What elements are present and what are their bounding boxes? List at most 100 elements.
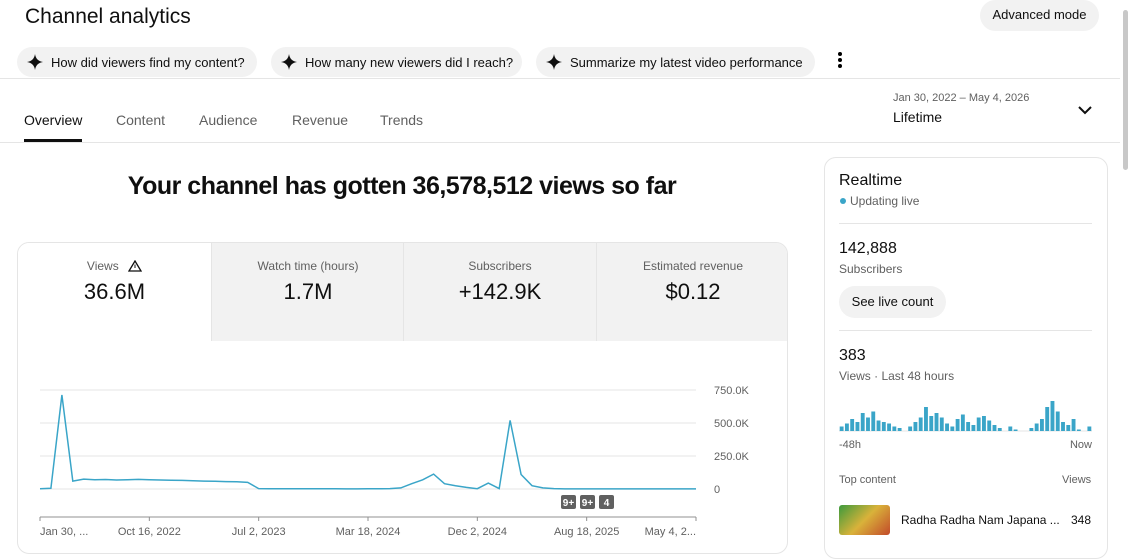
chevron[interactable] (1077, 104, 1093, 116)
bar (839, 426, 844, 431)
x-tick-label: Aug 18, 2025 (554, 526, 619, 538)
tab[interactable]: Overview (24, 112, 83, 128)
top-content-label: Top content (839, 474, 896, 486)
views-header: Views (1062, 474, 1092, 486)
notification-badge (580, 495, 595, 509)
bar (1013, 429, 1018, 431)
sparkle-icon (546, 54, 562, 70)
x-tick-label: May 4, 2... (645, 526, 696, 538)
bar (982, 416, 986, 431)
live-dot (840, 198, 846, 204)
bar (976, 417, 981, 431)
date-range-label[interactable]: Lifetime (893, 109, 943, 125)
metric-card[interactable]: Subscribers +142.9K (403, 243, 596, 341)
bar (992, 425, 997, 431)
scrollbar (1123, 10, 1128, 170)
bar (1008, 426, 1013, 431)
metric-value: $0.12 (665, 279, 721, 304)
metric-label: Watch time (hours) (257, 259, 359, 273)
metric-label: Views (86, 259, 119, 273)
bar (1034, 423, 1039, 431)
bar (850, 419, 855, 431)
bar (934, 413, 939, 431)
tab[interactable]: Revenue (292, 112, 349, 128)
divider (0, 78, 1120, 79)
x-tick-label: Dec 2, 2024 (448, 526, 507, 538)
tab[interactable]: Audience (199, 112, 258, 128)
bar (897, 428, 902, 431)
metric-card[interactable]: Views 36.6M (18, 243, 211, 341)
bar (987, 420, 992, 431)
metric-label: Subscribers (468, 259, 532, 273)
headline: Your channel has gotten 36,578,512 views… (127, 172, 677, 200)
x-tick-label: Jul 2, 2023 (232, 526, 286, 538)
prompt-chip[interactable]: Summarize my latest video performance (536, 47, 815, 77)
bar (860, 413, 865, 431)
tab[interactable]: Content (116, 112, 166, 128)
x-tick-label: Jan 30, ... (40, 526, 88, 538)
video-views: 348 (1071, 513, 1092, 527)
realtime-status: Updating live (850, 194, 920, 208)
see-live-count-button[interactable]: See live count (839, 286, 946, 318)
prompt-text: Summarize my latest video performance (570, 54, 803, 70)
divider (0, 142, 1120, 143)
sparkle-icon (281, 54, 297, 70)
metric-label: Estimated revenue (642, 259, 744, 273)
badge-label: 9+ (563, 498, 575, 509)
y-tick-label: 250.0K (714, 451, 750, 463)
metric-value: 1.7M (283, 279, 333, 304)
x-tick-label: Mar 18, 2024 (336, 526, 401, 538)
y-tick-label: 750.0K (714, 385, 750, 397)
video-title[interactable]: Radha Radha Nam Japana ... (901, 513, 1060, 527)
tab-underline (24, 139, 82, 142)
bar (908, 426, 913, 431)
video-thumbnail[interactable] (839, 505, 890, 535)
bar (955, 419, 960, 431)
bar (881, 422, 886, 431)
bar (1055, 411, 1060, 431)
prompt-chip[interactable]: How did viewers find my content? (17, 47, 257, 77)
bar (871, 411, 876, 431)
x-tick-label: Now (1070, 439, 1092, 451)
badge-label: 4 (604, 498, 610, 509)
bar (924, 407, 928, 431)
bar (913, 422, 918, 431)
bar (1071, 419, 1076, 431)
bar (945, 423, 949, 431)
bar (950, 426, 955, 431)
prompt-text: How did viewers find my content? (51, 54, 245, 70)
bar (844, 423, 849, 431)
bar (887, 423, 892, 431)
bar (1076, 429, 1081, 431)
subscriber-count: 142,888 (839, 240, 897, 257)
charts: 0 250.0K 500.0K 750.0K Jan 30, ... Oct 16, 20… (39, 385, 1092, 538)
bar (1050, 401, 1055, 431)
realtime-title: Realtime (839, 172, 903, 189)
divider (839, 330, 1092, 331)
bar (855, 422, 860, 431)
x-tick-label: -48h (839, 439, 861, 451)
date-range: Jan 30, 2022 – May 4, 2026 (893, 92, 1030, 104)
bar (866, 417, 870, 431)
sparkle-icon (27, 54, 43, 70)
metric-value: 36.6M (83, 279, 146, 304)
prompt-chip[interactable]: How many new viewers did I reach? (271, 47, 522, 77)
advanced-mode-button[interactable]: Advanced mode (980, 0, 1099, 31)
bar (892, 426, 897, 431)
metrics-panel: Views 36.6M Watch time (hours) 1.7M Subsc… (17, 242, 788, 554)
warning-icon (127, 259, 143, 272)
views-count: 383 (839, 347, 866, 364)
bar (966, 422, 971, 431)
metric-card[interactable]: Watch time (hours) 1.7M (211, 243, 404, 341)
subscriber-label: Subscribers (839, 262, 903, 276)
line-series (39, 394, 696, 490)
bar (876, 420, 881, 431)
more-menu[interactable] (834, 51, 846, 71)
notification-badge (561, 495, 576, 509)
metric-card[interactable]: Estimated revenue $0.12 (596, 243, 787, 341)
notification-badge (599, 495, 614, 509)
tab[interactable]: Trends (380, 112, 424, 128)
metric-value: +142.9K (458, 279, 542, 304)
bar (939, 417, 944, 431)
